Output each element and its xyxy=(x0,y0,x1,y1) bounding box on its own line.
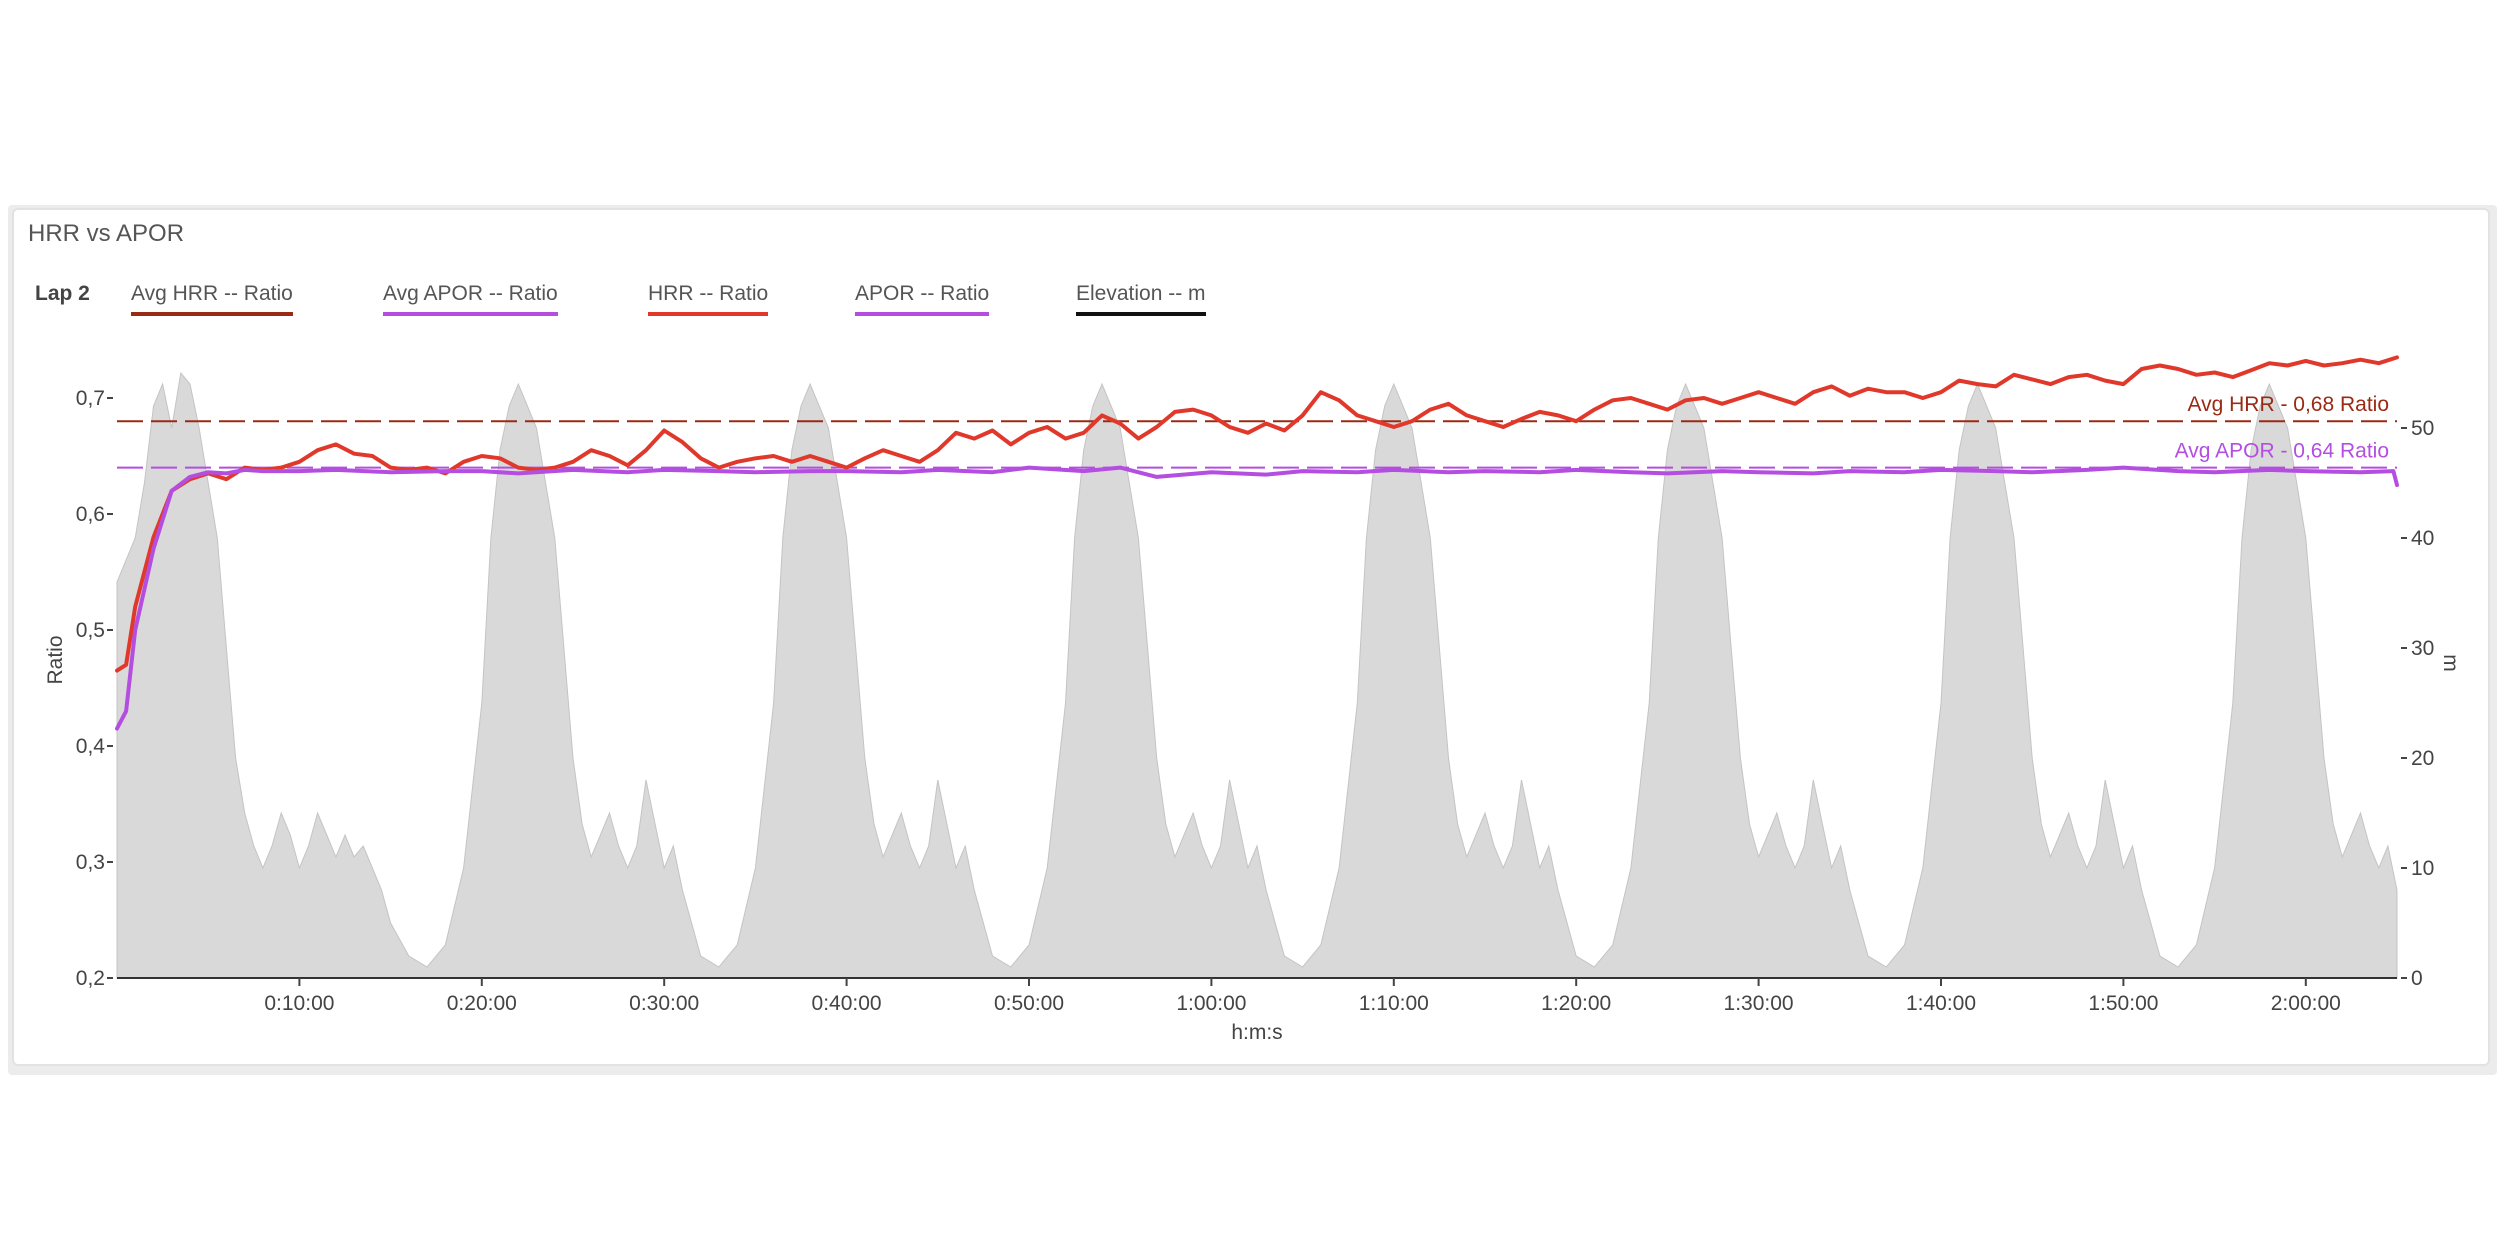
legend-item-elevation[interactable]: Elevation -- m xyxy=(1076,282,1206,316)
legend: Lap 2 Avg HRR -- Ratio Avg APOR -- Ratio… xyxy=(0,282,1300,322)
y-right-axis-label: m xyxy=(2439,654,2462,672)
series-elevation-area xyxy=(116,371,2398,979)
x-tick-label: 1:50:00 xyxy=(2088,992,2158,1015)
y-left-tick-label: 0,2 xyxy=(76,967,105,990)
x-tick-label: 1:00:00 xyxy=(1176,992,1246,1015)
y-left-tick-label: 0,5 xyxy=(76,619,105,642)
legend-item-hrr[interactable]: HRR -- Ratio xyxy=(648,282,769,316)
x-axis-label: h:m:s xyxy=(1231,1021,1282,1044)
x-tick-label: 1:20:00 xyxy=(1541,992,1611,1015)
avg-hrr-label: Avg HRR - 0,68 Ratio xyxy=(2187,393,2389,416)
x-tick-label: 0:10:00 xyxy=(264,992,334,1015)
y-right-tick-label: 10 xyxy=(2411,857,2434,880)
y-right-tick-label: 40 xyxy=(2411,527,2434,550)
x-tick-label: 2:00:00 xyxy=(2271,992,2341,1015)
legend-item-avg-hrr[interactable]: Avg HRR -- Ratio xyxy=(131,282,293,316)
x-tick-label: 0:20:00 xyxy=(447,992,517,1015)
y-left-tick-label: 0,3 xyxy=(76,851,105,874)
x-tick-label: 1:30:00 xyxy=(1724,992,1794,1015)
x-tick-label: 0:50:00 xyxy=(994,992,1064,1015)
y-left-axis-label: Ratio xyxy=(44,635,67,684)
x-tick-label: 0:40:00 xyxy=(812,992,882,1015)
y-left-tick-label: 0,4 xyxy=(76,735,106,758)
legend-item-avg-apor[interactable]: Avg APOR -- Ratio xyxy=(383,282,558,316)
y-right-tick-label: 20 xyxy=(2411,747,2434,770)
legend-item-apor[interactable]: APOR -- Ratio xyxy=(855,282,990,316)
y-right-tick-label: 0 xyxy=(2411,967,2423,990)
series-apor-line xyxy=(115,465,2399,731)
x-tick-label: 1:40:00 xyxy=(1906,992,1976,1015)
y-left-tick-label: 0,6 xyxy=(76,503,105,526)
series-hrr-line xyxy=(115,355,2399,673)
y-left-tick-label: 0,7 xyxy=(76,387,105,410)
chart-title: HRR vs APOR xyxy=(28,220,185,247)
y-right-tick-label: 50 xyxy=(2411,417,2434,440)
x-tick-label: 0:30:00 xyxy=(629,992,699,1015)
lap-label: Lap 2 xyxy=(35,282,90,305)
y-right-tick-label: 30 xyxy=(2411,637,2434,660)
x-tick-label: 1:10:00 xyxy=(1359,992,1429,1015)
avg-apor-label: Avg APOR - 0,64 Ratio xyxy=(2175,440,2389,463)
